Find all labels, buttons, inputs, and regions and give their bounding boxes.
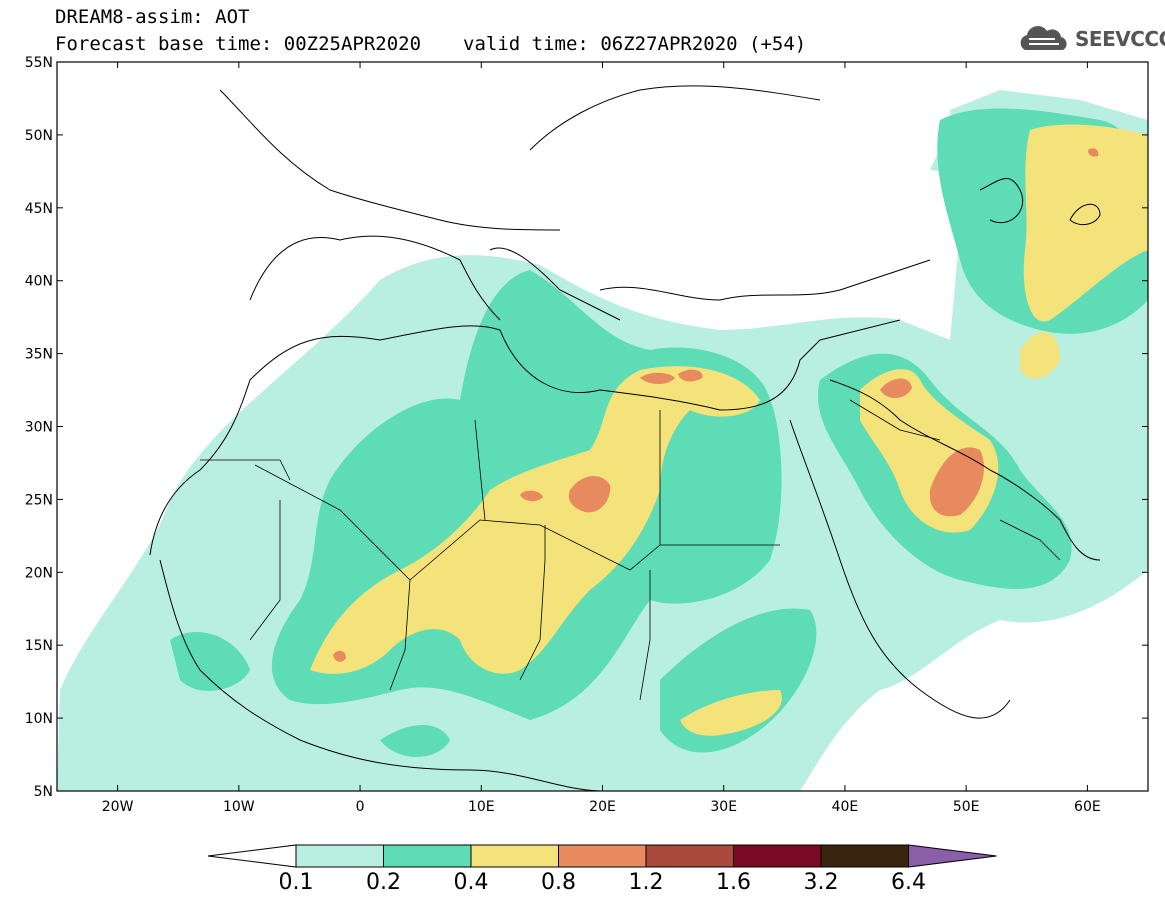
lat-label: 45N xyxy=(25,201,53,217)
lat-label: 35N xyxy=(25,347,53,363)
colorbar-min-arrow xyxy=(207,844,297,868)
colorbar-swatch xyxy=(733,844,822,868)
aot-field xyxy=(57,90,1148,791)
lon-label: 40E xyxy=(832,799,859,815)
colorbar-label: 0.4 xyxy=(453,870,489,895)
colorbar-label: 1.2 xyxy=(628,870,664,895)
longitude-labels: 20W 10W 0 10E 20E 30E 40E 50E 60E xyxy=(102,62,1101,815)
latitude-labels: 55N 50N 45N 40N 35N 30N 25N 20N 15N 10N 5N xyxy=(25,55,1148,800)
colorbar-label: 1.6 xyxy=(716,870,751,895)
colorbar-label: 0.2 xyxy=(366,870,401,895)
lon-label: 50E xyxy=(953,799,980,815)
colorbar-swatch xyxy=(820,844,909,868)
colorbar-label: 3.2 xyxy=(803,870,839,895)
forecast-times: Forecast base time: 00Z25APR2020 valid ti… xyxy=(55,33,806,55)
lon-label: 20E xyxy=(589,799,616,815)
seevccc-logo: SEEVCCC xyxy=(1015,22,1165,56)
lat-label: 55N xyxy=(25,55,53,71)
lat-label: 25N xyxy=(25,492,53,508)
lon-label: 0 xyxy=(356,799,365,815)
base-time: Forecast base time: 00Z25APR2020 xyxy=(55,33,422,55)
lat-label: 10N xyxy=(25,711,53,727)
colorbar-swatch xyxy=(645,844,734,868)
lon-label: 30E xyxy=(710,799,737,815)
cloud-icon xyxy=(1020,26,1067,50)
lat-label: 15N xyxy=(25,638,53,654)
map-title: DREAM8-assim: AOT xyxy=(55,6,250,28)
coastlines xyxy=(149,85,1101,792)
colorbar-swatch xyxy=(558,844,647,868)
valid-time: valid time: 06Z27APR2020 (+54) xyxy=(463,33,807,55)
lon-label: 10W xyxy=(223,799,255,815)
colorbar-max-arrow xyxy=(908,844,997,868)
country-borders xyxy=(200,399,1061,701)
colorbar-swatch xyxy=(470,844,559,868)
colorbar-label: 6.4 xyxy=(891,870,926,895)
lat-label: 30N xyxy=(25,420,53,436)
colorbar xyxy=(207,844,997,868)
lon-label: 20W xyxy=(102,799,134,815)
colorbar-swatch xyxy=(383,844,472,868)
colorbar-swatch xyxy=(295,844,384,868)
lat-label: 40N xyxy=(25,274,53,290)
lat-label: 50N xyxy=(25,128,53,144)
lon-label: 10E xyxy=(468,799,495,815)
lon-label: 60E xyxy=(1074,799,1101,815)
colorbar-label: 0.8 xyxy=(541,870,576,895)
colorbar-label: 0.1 xyxy=(278,870,314,895)
lat-label: 5N xyxy=(34,784,53,800)
lat-label: 20N xyxy=(25,565,53,581)
logo-text: SEEVCCC xyxy=(1075,27,1165,51)
